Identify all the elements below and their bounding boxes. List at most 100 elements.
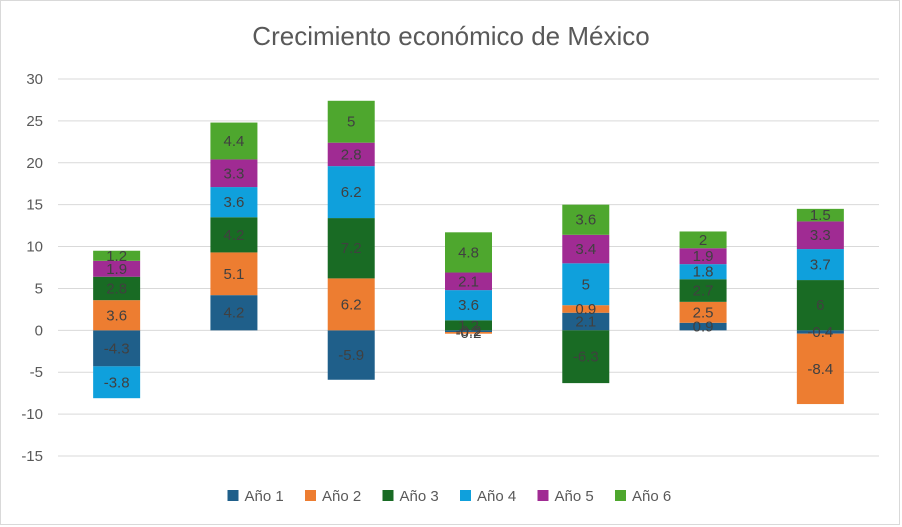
data-label: 3.3 <box>223 165 244 182</box>
data-label: 1.9 <box>693 248 714 265</box>
data-label: -6.3 <box>573 349 599 366</box>
data-label: 3.6 <box>223 194 244 211</box>
y-tick-label: 30 <box>26 71 43 88</box>
data-label: 4.2 <box>223 305 244 322</box>
bar-segment <box>679 301 727 323</box>
data-label: 2.1 <box>458 273 479 290</box>
bars <box>93 100 844 405</box>
data-label: 3.6 <box>106 307 127 324</box>
data-label: 5 <box>347 114 355 131</box>
legend-item: Año 3 <box>382 488 439 505</box>
legend-swatch <box>460 490 471 501</box>
bar-segment <box>93 330 141 367</box>
y-tick-label: 15 <box>26 197 43 214</box>
data-labels: -4.33.62.8-3.81.91.24.25.14.23.63.34.4-5… <box>104 114 834 392</box>
data-label: 1.5 <box>810 207 831 224</box>
data-label: -3.8 <box>104 374 130 391</box>
y-tick-label: 25 <box>26 113 43 130</box>
chart-title: Crecimiento económico de México <box>252 21 649 51</box>
bar-segment <box>327 142 375 167</box>
data-label: -4.3 <box>104 340 130 357</box>
y-tick-label: 20 <box>26 155 43 172</box>
bar-segment <box>562 263 610 306</box>
legend-swatch <box>305 490 316 501</box>
data-label: 0.9 <box>575 301 596 318</box>
bar-segment <box>93 260 141 277</box>
bar-segment <box>327 100 375 143</box>
legend-label: Año 3 <box>400 488 439 505</box>
bar-segment <box>93 366 141 399</box>
bar-segment <box>210 187 258 218</box>
data-label: 3.6 <box>458 297 479 314</box>
y-axis-ticks: 30 25 20 15 10 5 0 -5 -10 -15 <box>21 71 43 465</box>
data-label: -0.2 <box>456 323 482 340</box>
bar-segment <box>93 300 141 331</box>
bar-segment <box>562 305 610 313</box>
data-label: 1.2 <box>106 248 127 265</box>
data-label: 5.1 <box>223 266 244 283</box>
bar-segment <box>445 272 492 291</box>
bar-segment <box>327 166 375 219</box>
legend-item: Año 5 <box>537 488 594 505</box>
data-label: 6.2 <box>341 184 362 201</box>
legend-item: Año 1 <box>227 488 284 505</box>
legend-label: Año 1 <box>245 488 284 505</box>
y-tick-label: 0 <box>35 322 43 339</box>
data-label: 7.2 <box>341 240 362 257</box>
bar-segment <box>93 250 141 261</box>
bar-segment <box>796 330 844 334</box>
y-tick-label: -5 <box>30 364 43 381</box>
legend-label: Año 6 <box>632 488 671 505</box>
data-label: 1.2 <box>458 317 479 334</box>
data-label: -8.4 <box>807 361 833 378</box>
y-tick-label: 5 <box>35 280 43 297</box>
bar-segment <box>210 252 258 296</box>
bar-segment <box>562 234 610 264</box>
bar-segment <box>445 232 492 273</box>
bar-segment <box>796 280 844 331</box>
legend-swatch <box>537 490 549 501</box>
data-label: 2 <box>699 232 707 249</box>
data-label: 6.2 <box>341 296 362 313</box>
bar-segment <box>562 312 610 331</box>
bar-segment <box>445 290 492 321</box>
data-label: 4.8 <box>458 244 479 261</box>
data-label: -0.2 <box>456 325 482 342</box>
data-label: 3.6 <box>575 212 596 229</box>
data-label: -5.9 <box>338 347 364 364</box>
data-label: 3.7 <box>810 257 831 274</box>
bar-segment <box>796 221 844 250</box>
data-label: 4.2 <box>223 227 244 244</box>
bar-segment <box>679 231 727 249</box>
bar-segment <box>210 122 258 160</box>
legend-item: Año 6 <box>615 488 671 505</box>
data-label: 2.5 <box>693 304 714 321</box>
y-tick-label: -15 <box>21 448 43 465</box>
bar-segment <box>445 332 492 334</box>
bar-segment <box>210 159 258 188</box>
legend-swatch <box>382 490 394 501</box>
legend-label: Año 4 <box>477 488 516 505</box>
bar-segment <box>562 330 610 384</box>
data-label: 3.4 <box>575 241 596 258</box>
y-tick-label: -10 <box>21 406 43 423</box>
data-label: 3.3 <box>810 227 831 244</box>
data-label: 0.9 <box>693 319 714 336</box>
bar-segment <box>445 330 492 333</box>
y-tick-label: 10 <box>26 239 43 256</box>
bar-segment <box>327 218 375 279</box>
legend: Año 1 Año 2 Año 3 Año 4 Año 5 Año 6 <box>227 488 671 505</box>
data-label: 2.8 <box>341 146 362 163</box>
data-label: 2.1 <box>575 314 596 331</box>
data-label: 6 <box>816 297 824 314</box>
bar-segment <box>679 264 727 280</box>
bar-segment <box>796 249 844 281</box>
data-label: 5 <box>582 276 590 293</box>
data-label: 2.7 <box>693 283 714 300</box>
data-label: 1.9 <box>106 261 127 278</box>
legend-label: Año 5 <box>555 488 594 505</box>
bar-segment <box>796 333 844 405</box>
bar-segment <box>679 322 727 331</box>
data-label: 1.8 <box>693 264 714 281</box>
